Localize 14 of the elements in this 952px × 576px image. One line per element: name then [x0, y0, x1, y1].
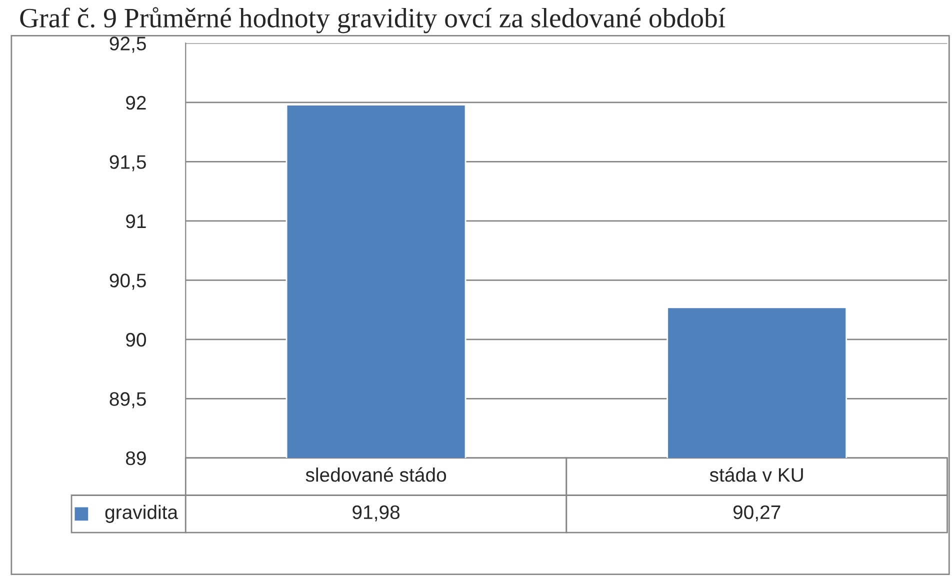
- legend-label: gravidita: [105, 504, 178, 523]
- data-label: 90,27: [733, 505, 780, 522]
- x-tick-label: stáda v KU: [710, 467, 803, 482]
- data-label: 91,98: [352, 505, 400, 522]
- y-tick-label: 89: [126, 451, 146, 466]
- y-tick-label: 92: [126, 96, 146, 110]
- y-tick-label: 91: [126, 214, 146, 228]
- y-tick-label: 91,5: [110, 155, 146, 172]
- y-tick-label: 90,5: [110, 274, 146, 290]
- y-tick-label: 92,5: [110, 36, 146, 53]
- y-tick-label: 89,5: [110, 392, 146, 408]
- y-tick-label: 90: [126, 332, 146, 347]
- x-tick-label: sledované stádo: [306, 467, 446, 482]
- chart-title: Graf č. 9 Průměrné hodnoty gravidity ovcí za sledované období: [20, 7, 726, 34]
